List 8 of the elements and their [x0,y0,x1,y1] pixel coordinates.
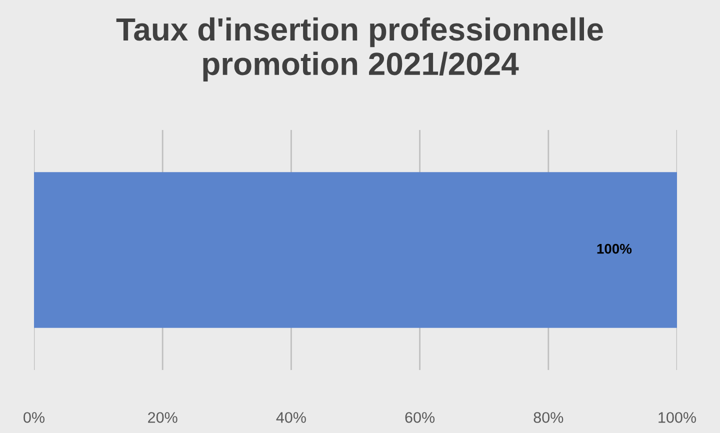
x-tick-label: 60% [405,412,435,423]
x-tick-label: 100% [658,412,696,423]
chart-title: Taux d'insertion professionnelle promotion 2021/2024 [116,17,603,82]
x-tick-label: 0% [24,412,44,423]
x-tick-label: 40% [276,412,306,423]
x-tick-label: 20% [148,412,178,423]
x-tick-label: 80% [534,412,564,423]
data-label: 100% [597,244,632,254]
